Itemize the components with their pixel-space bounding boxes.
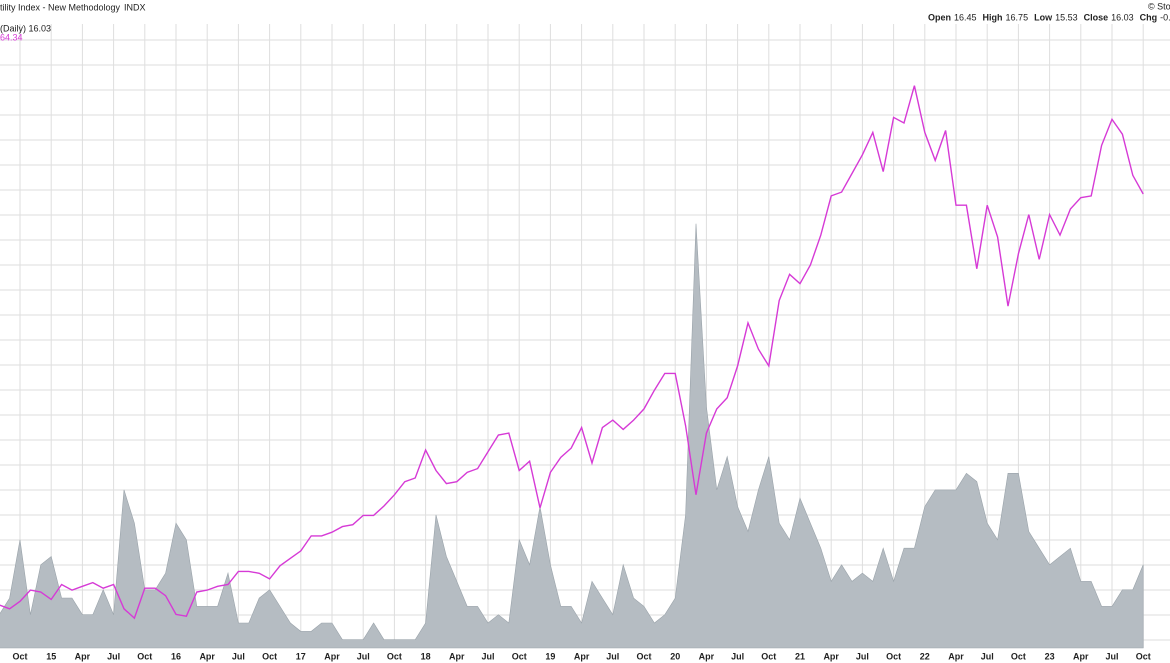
x-tick-label: Apr — [574, 651, 590, 661]
x-tick-label: Oct — [636, 651, 651, 661]
x-tick-label: Apr — [948, 651, 964, 661]
x-tick-label: Jul — [606, 651, 619, 661]
x-tick-label: Oct — [262, 651, 277, 661]
quote-value: 16.75 — [1006, 12, 1029, 22]
quote-value: -0.3 — [1160, 12, 1170, 22]
x-tick-label: Apr — [1073, 651, 1089, 661]
x-tick-label: Oct — [387, 651, 402, 661]
x-tick-label: Jul — [731, 651, 744, 661]
quote-value: 16.03 — [1111, 12, 1134, 22]
x-tick-label: 16 — [171, 651, 181, 661]
x-tick-label: 20 — [670, 651, 680, 661]
quote-label: Low — [1034, 12, 1053, 22]
x-tick-label: Oct — [137, 651, 152, 661]
x-tick-label: Oct — [886, 651, 901, 661]
x-tick-label: Jul — [107, 651, 120, 661]
chart-title: tility Index - New Methodology — [0, 2, 121, 12]
x-tick-label: 22 — [920, 651, 930, 661]
quote-label: Chg — [1140, 12, 1158, 22]
quote: Open 16.45 High 16.75 Low 15.53 Close 16.03 Chg -… — [928, 12, 1170, 22]
plot — [0, 85, 1144, 649]
quote-label: Open — [928, 12, 951, 22]
x-tick-label: Oct — [1136, 651, 1151, 661]
x-tick-label: Apr — [699, 651, 715, 661]
x-tick-label: Apr — [75, 651, 91, 661]
x-tick-label: Oct — [1011, 651, 1026, 661]
x-tick-label: Oct — [512, 651, 527, 661]
line — [0, 85, 1144, 620]
quote-label: High — [983, 12, 1003, 22]
x-tick-label: Jul — [232, 651, 245, 661]
x-tick-label: 15 — [46, 651, 56, 661]
quote-label: Close — [1084, 12, 1109, 22]
x-tick-label: Jul — [981, 651, 994, 661]
x-tick-label: Jul — [357, 651, 370, 661]
x-tick-label: Apr — [324, 651, 340, 661]
exchange: INDX — [124, 2, 146, 12]
primary-label: (Daily) 16.03 — [0, 23, 51, 33]
x-tick-label: Apr — [823, 651, 839, 661]
x-tick-label: 23 — [1045, 651, 1055, 661]
x-tick-label: Jul — [481, 651, 494, 661]
quote-value: 15.53 — [1055, 12, 1078, 22]
overlay-label: 64.34 — [0, 32, 23, 42]
x-tick-label: 19 — [545, 651, 555, 661]
x-tick-label: 17 — [296, 651, 306, 661]
x-tick-label: 18 — [421, 651, 431, 661]
quote-value: 16.45 — [954, 12, 977, 22]
x-tick-label: Jul — [856, 651, 869, 661]
x-tick-label: 21 — [795, 651, 805, 661]
x-tick-label: Oct — [761, 651, 776, 661]
x-tick-label: Jul — [1105, 651, 1118, 661]
x-tick-label: Apr — [199, 651, 215, 661]
copyright: © Sto — [1148, 1, 1170, 11]
x-tick-label: Apr — [449, 651, 465, 661]
x-tick-label: Oct — [12, 651, 27, 661]
